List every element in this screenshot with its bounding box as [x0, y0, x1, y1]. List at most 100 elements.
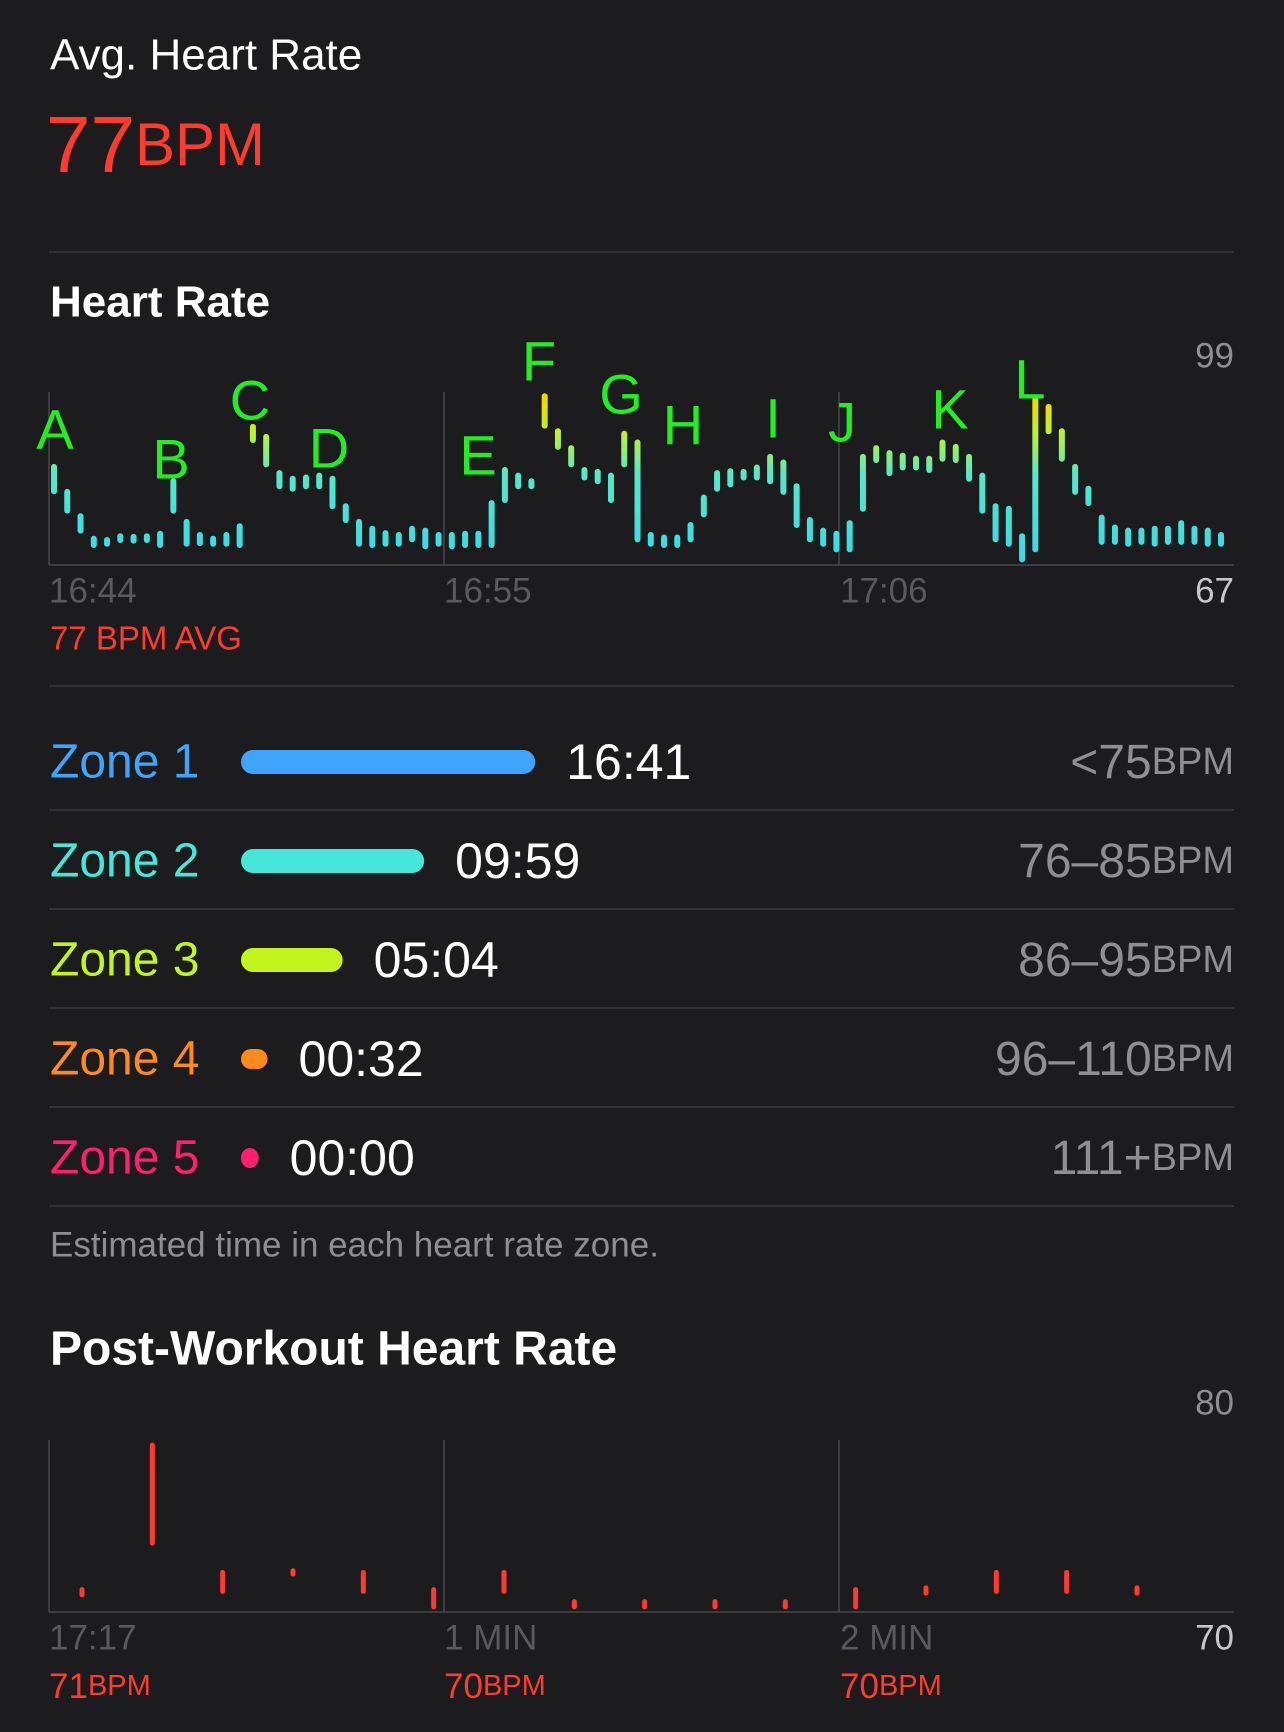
heart-rate-bar [1111, 524, 1118, 545]
heart-rate-bar [183, 518, 190, 547]
heart-rate-bar [462, 530, 469, 548]
heart-rate-bar [1085, 485, 1092, 507]
heart-rate-bar [263, 433, 270, 468]
heart-rate-bar [554, 428, 561, 450]
x-tick-bpm: 71BPM [49, 1667, 151, 1706]
zone-range-unit: BPM [1152, 939, 1234, 981]
y-tick-label: 70 [1195, 1619, 1234, 1658]
heart-rate-bar [767, 453, 774, 485]
heart-rate-bar [220, 1569, 226, 1594]
bpm-value: 71 [49, 1667, 88, 1706]
zone-name: Zone 4 [50, 1033, 199, 1086]
zone-name: Zone 5 [50, 1132, 199, 1185]
annotation: H [663, 394, 703, 457]
heart-rate-bar [409, 525, 416, 543]
heart-rate-bar [1204, 527, 1211, 547]
heart-rate-bar [149, 1442, 155, 1546]
heart-rate-bar [290, 1568, 296, 1577]
zone-range-unit: BPM [1152, 741, 1234, 783]
zone-name: Zone 1 [50, 736, 199, 789]
y-tick-label: 80 [1195, 1384, 1234, 1423]
heart-rate-bar [923, 1585, 929, 1596]
heart-rate-bar [992, 503, 999, 543]
heart-rate-bar [853, 1587, 859, 1610]
zone-range-value: 111+ [1051, 1132, 1152, 1185]
heart-rate-bar [886, 450, 893, 477]
heart-rate-bar [571, 1599, 577, 1610]
x-tick-bpm: 70BPM [444, 1667, 546, 1706]
heart-rate-bar [515, 472, 522, 490]
zone-name: Zone 2 [50, 835, 199, 888]
annotation: C [230, 369, 270, 432]
heart-rate-bar [1098, 514, 1105, 545]
section-title: Post-Workout Heart Rate [50, 1323, 617, 1376]
heart-rate-bar [780, 459, 787, 495]
zone-bar [241, 1049, 268, 1069]
heart-rate-bar [939, 439, 946, 462]
heart-rate-bar [899, 452, 906, 471]
avg-value: 77 [46, 100, 135, 189]
heart-rate-bar [1019, 533, 1026, 563]
zone-range-unit: BPM [1152, 1137, 1234, 1179]
heart-rate-bar [170, 478, 177, 514]
heart-rate-bar [1045, 403, 1052, 435]
heart-rate-bar [223, 532, 230, 547]
heart-rate-bar [740, 468, 747, 481]
heart-rate-bar [1064, 1569, 1070, 1594]
heart-rate-bar [51, 463, 57, 495]
heart-rate-bar [661, 534, 668, 548]
heart-rate-bar [360, 1569, 366, 1594]
heart-rate-bar [342, 503, 349, 523]
heart-rate-bar [607, 472, 614, 503]
x-tick-label: 17:17 [49, 1619, 137, 1658]
heart-rate-bar [753, 464, 760, 481]
heart-rate-bar [1058, 428, 1065, 462]
heart-rate-bar [431, 1587, 437, 1610]
heart-rate-bar [642, 1599, 648, 1610]
y-tick-label: 99 [1195, 337, 1234, 376]
heart-rate-bar [276, 470, 283, 490]
heart-rate-bar [873, 445, 880, 463]
x-tick-label: 17:06 [840, 572, 928, 611]
heart-rate-bar [422, 527, 429, 550]
heart-rate-bar [594, 468, 601, 485]
bpm-value: 70 [840, 1667, 879, 1706]
heart-rate-bar [912, 455, 919, 471]
annotation: K [931, 378, 968, 441]
x-tick-label: 2 MIN [840, 1619, 933, 1658]
heart-rate-bar [210, 535, 217, 547]
heart-rate-bar [329, 475, 336, 510]
heart-rate-bar [1005, 505, 1012, 547]
heart-rate-bar [382, 530, 389, 547]
heart-rate-bar [64, 488, 71, 514]
annotation: L [1014, 348, 1045, 411]
heart-rate-bar [846, 520, 853, 553]
heart-rate-bar [157, 530, 164, 548]
zone-time: 09:59 [455, 833, 580, 889]
heart-rate-bar [674, 534, 681, 548]
section-title: Heart Rate [50, 278, 270, 327]
heart-rate-bar [236, 523, 243, 548]
zone-time: 00:00 [290, 1130, 415, 1186]
x-tick-bpm: 70BPM [840, 1667, 942, 1706]
zone-range: <75BPM [1070, 736, 1234, 789]
heart-rate-bar [475, 530, 482, 548]
heart-rate-bar [196, 532, 203, 547]
zone-range: 76–85BPM [1018, 835, 1234, 888]
zone-bar [241, 948, 343, 972]
heart-rate-bar [1032, 395, 1039, 553]
heart-rate-bar [90, 535, 97, 548]
x-tick-label: 16:55 [444, 572, 532, 611]
annotation: J [828, 391, 856, 454]
zone-bar [241, 750, 536, 774]
heart-rate-bar [289, 475, 296, 492]
annotation: A [36, 398, 74, 461]
heart-rate-bar [727, 468, 734, 488]
heart-rate-bar [1218, 532, 1224, 547]
heart-rate-bar [926, 455, 933, 473]
heart-rate-bar [820, 527, 827, 547]
heart-rate-bar [1134, 1585, 1140, 1596]
zone-bar [241, 849, 425, 873]
heart-rate-bar [647, 532, 654, 547]
